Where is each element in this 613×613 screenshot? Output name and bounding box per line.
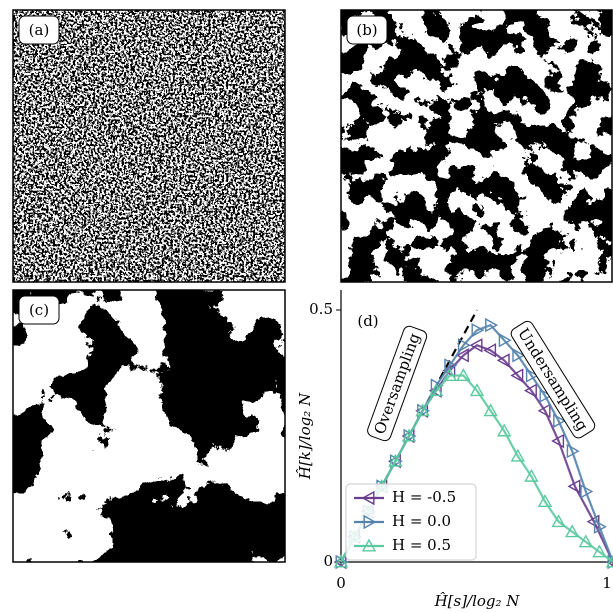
annotation-text: Undersampling (514, 325, 592, 434)
y-axis-label: Ĥ[k]/log₂ N (296, 392, 314, 480)
y-tick-label: 0.5 (309, 300, 333, 318)
texture-c (13, 290, 285, 562)
panel-label: (d) (357, 312, 378, 330)
y-tick-label: 0 (323, 552, 333, 570)
panel-label: (c) (29, 301, 49, 319)
panel-label: (b) (356, 21, 377, 39)
x-tick-label: 1 (602, 574, 612, 592)
figure: (a) (b) (c) (d) 0 1 0 0.5 Ĥ[s]/log₂ N Ĥ[k]/lo… (0, 0, 613, 613)
x-tick-label: 0 (336, 574, 346, 592)
annotation-text: Oversampling (370, 330, 423, 436)
page: (a) (b) (c) (d) 0 1 0 0.5 Ĥ[s]/log₂ N Ĥ[k]/lo… (0, 0, 613, 613)
x-axis-label: Ĥ[s]/log₂ N (434, 592, 521, 610)
legend-label: H = 0.0 (392, 512, 451, 530)
texture-a (13, 10, 285, 282)
legend-label: H = -0.5 (392, 488, 456, 506)
legend-label: H = 0.5 (392, 536, 451, 554)
annotation: Oversampling (366, 325, 428, 443)
texture-b (341, 10, 612, 282)
panel-label: (a) (29, 21, 50, 39)
